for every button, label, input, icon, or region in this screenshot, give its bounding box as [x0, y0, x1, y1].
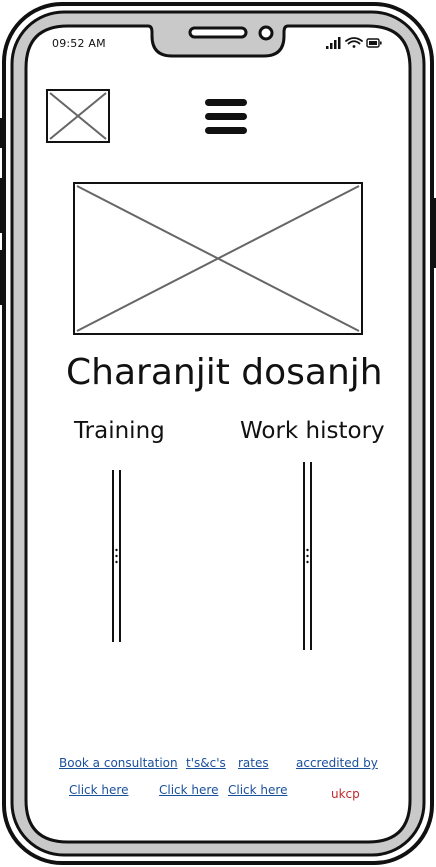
wifi-icon — [345, 37, 363, 48]
status-icons — [326, 37, 382, 49]
work-history-title: Work history — [240, 418, 385, 444]
terms-click-here[interactable]: Click here — [159, 783, 219, 797]
profile-name: Charanjit dosanjh — [66, 352, 383, 393]
accreditor-name: ukcp — [331, 787, 360, 801]
status-time: 09:52 AM — [52, 37, 106, 50]
hamburger-menu-icon[interactable] — [204, 98, 248, 136]
rates-click-here[interactable]: Click here — [228, 783, 288, 797]
hero-image-placeholder-icon — [73, 182, 363, 335]
battery-icon — [366, 38, 382, 48]
book-consultation-link[interactable]: Book a consultation — [59, 756, 178, 770]
work-history-scrollbar[interactable] — [301, 462, 315, 650]
accredited-by-link[interactable]: accredited by — [296, 756, 378, 770]
book-consultation-click-here[interactable]: Click here — [69, 783, 129, 797]
training-scrollbar[interactable] — [110, 470, 124, 642]
rates-link[interactable]: rates — [238, 756, 269, 770]
training-title: Training — [74, 418, 165, 444]
signal-icon — [326, 37, 341, 49]
terms-link[interactable]: t's&c's — [186, 756, 226, 770]
logo-placeholder-icon — [46, 89, 110, 143]
